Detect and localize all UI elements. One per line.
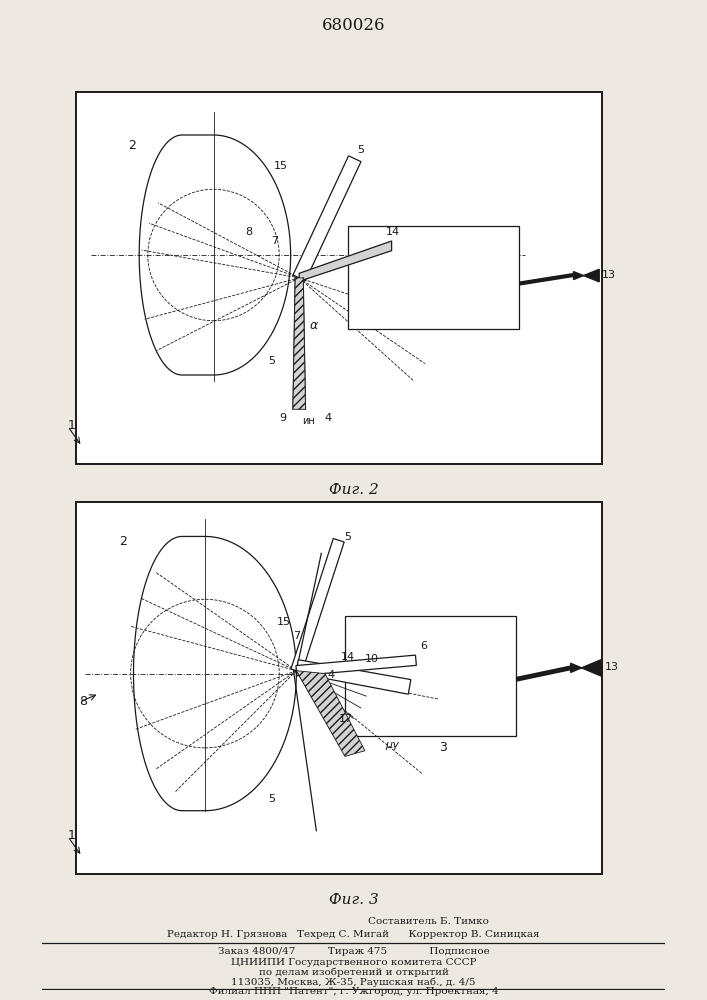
- Text: по делам изобретений и открытий: по делам изобретений и открытий: [259, 968, 448, 977]
- Text: μγ: μγ: [385, 740, 399, 750]
- Polygon shape: [299, 241, 392, 281]
- Text: 5: 5: [268, 356, 275, 366]
- Text: 8: 8: [245, 227, 252, 237]
- Polygon shape: [293, 278, 305, 409]
- Text: 7: 7: [293, 631, 300, 641]
- Text: Филиал ППП "Патент", г. Ужгород, ул. Проектная, 4: Филиал ППП "Патент", г. Ужгород, ул. Про…: [209, 988, 498, 996]
- Polygon shape: [134, 536, 296, 811]
- Text: 4: 4: [328, 670, 335, 680]
- Text: 10: 10: [365, 654, 379, 664]
- Text: 5: 5: [344, 532, 351, 542]
- Text: 8: 8: [79, 695, 87, 708]
- Polygon shape: [291, 539, 344, 672]
- Text: Заказ 4800/47          Тираж 475             Подписное: Заказ 4800/47 Тираж 475 Подписное: [218, 946, 489, 956]
- Text: 14: 14: [386, 227, 400, 237]
- Bar: [348, 226, 519, 329]
- Text: ин: ин: [302, 416, 315, 426]
- Text: 13: 13: [602, 270, 616, 280]
- Text: 5: 5: [268, 794, 275, 804]
- Text: 9: 9: [279, 413, 286, 423]
- Text: 15: 15: [274, 161, 288, 171]
- Polygon shape: [296, 655, 416, 676]
- Text: 14: 14: [341, 652, 356, 662]
- Polygon shape: [296, 671, 365, 756]
- Text: 1: 1: [68, 829, 76, 842]
- Text: α: α: [310, 319, 317, 332]
- Text: 2: 2: [119, 535, 127, 548]
- Text: 6: 6: [421, 641, 428, 651]
- Polygon shape: [573, 269, 600, 282]
- Polygon shape: [293, 156, 361, 281]
- Text: 3: 3: [439, 741, 447, 754]
- Text: Фиг. 2: Фиг. 2: [329, 483, 378, 497]
- Text: Составитель Б. Тимко: Составитель Б. Тимко: [368, 917, 489, 926]
- Bar: [345, 616, 516, 736]
- Text: 15: 15: [276, 617, 291, 627]
- Text: 7: 7: [271, 236, 278, 246]
- Text: 5: 5: [358, 145, 365, 155]
- Text: 680026: 680026: [322, 16, 385, 33]
- Text: 4: 4: [325, 413, 332, 423]
- Text: ЦНИИПИ Государственного комитета СССР: ЦНИИПИ Государственного комитета СССР: [230, 958, 477, 967]
- Text: 1: 1: [68, 419, 76, 432]
- Text: 17: 17: [339, 714, 354, 724]
- Text: 113035, Москва, Ж-35, Раушская наб., д. 4/5: 113035, Москва, Ж-35, Раушская наб., д. …: [231, 977, 476, 987]
- Polygon shape: [139, 135, 291, 375]
- Text: 2: 2: [128, 139, 136, 152]
- Text: 13: 13: [605, 662, 619, 672]
- Text: Фиг. 3: Фиг. 3: [329, 893, 378, 907]
- Polygon shape: [571, 659, 602, 676]
- Polygon shape: [296, 660, 411, 694]
- Text: Редактор Н. Грязнова   Техред С. Мигай      Корректор В. Синицкая: Редактор Н. Грязнова Техред С. Мигай Кор…: [168, 930, 539, 939]
